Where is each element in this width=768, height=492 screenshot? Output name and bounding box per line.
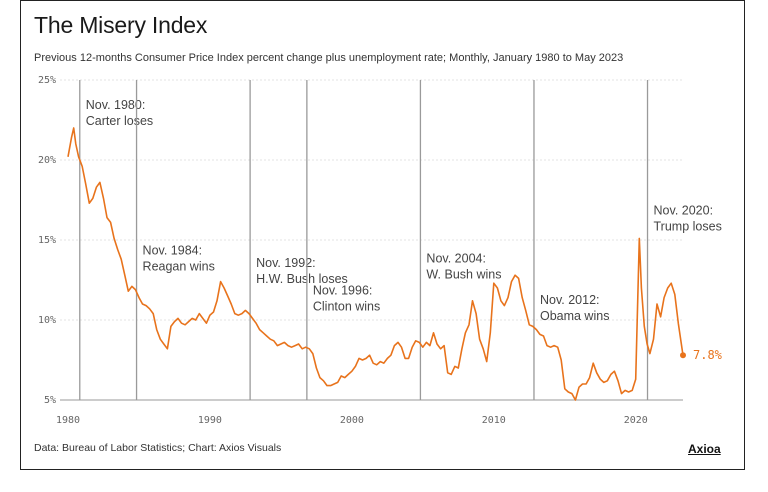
event-annotation-title: Nov. 1996:: [313, 283, 373, 297]
event-annotation-title: Nov. 1984:: [143, 243, 203, 257]
event-annotation-title: Nov. 1992:: [256, 256, 316, 270]
y-tick-label: 10%: [38, 315, 56, 326]
event-annotation-label: Obama wins: [540, 309, 609, 323]
event-annotation-label: Carter loses: [86, 114, 153, 128]
end-value-label: 7.8%: [693, 348, 723, 362]
event-annotation-label: H.W. Bush loses: [256, 272, 348, 286]
event-annotation-title: Nov. 2020:: [654, 203, 714, 217]
y-tick-label: 20%: [38, 155, 56, 166]
chart-subtitle: Previous 12-months Consumer Price Index …: [34, 52, 624, 64]
x-tick-label: 1990: [198, 415, 222, 426]
x-tick-label: 2020: [624, 415, 648, 426]
chart-source: Data: Bureau of Labor Statistics; Chart:…: [34, 442, 282, 454]
event-annotation-label: Trump loses: [654, 219, 722, 233]
event-annotation-label: Reagan wins: [143, 259, 215, 273]
y-tick-label: 5%: [44, 395, 56, 406]
brand-logo: Axioa: [688, 442, 721, 456]
x-tick-label: 2010: [482, 415, 506, 426]
event-annotation-label: Clinton wins: [313, 299, 380, 313]
misery-index-series-line: [67, 127, 684, 401]
x-tick-label: 2000: [340, 415, 364, 426]
event-annotation-title: Nov. 2012:: [540, 293, 600, 307]
event-annotation-title: Nov. 1980:: [86, 98, 146, 112]
y-tick-label: 25%: [38, 75, 56, 86]
event-annotation-label: W. Bush wins: [426, 267, 501, 281]
end-point-marker: [680, 352, 686, 359]
chart-title: The Misery Index: [34, 12, 208, 38]
event-annotation-title: Nov. 2004:: [426, 251, 486, 265]
x-tick-label: 1980: [56, 415, 80, 426]
y-tick-label: 15%: [38, 235, 56, 246]
